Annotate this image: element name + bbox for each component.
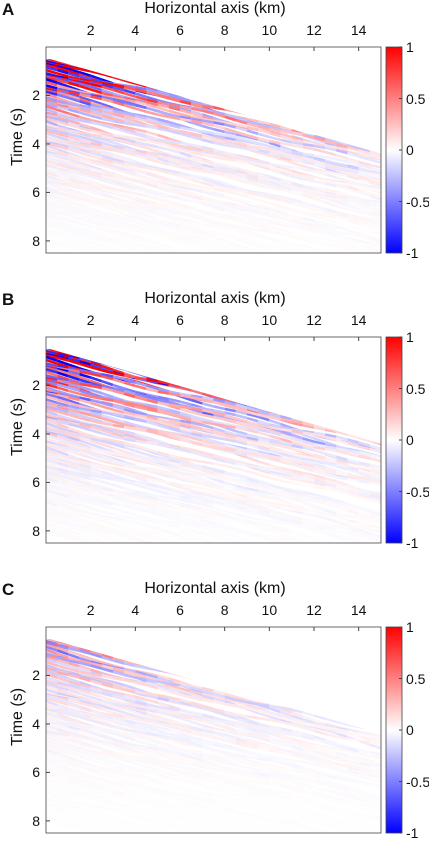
x-tick-label: 8: [221, 312, 229, 328]
x-tick-label: 14: [351, 22, 367, 38]
x-axis-label: Horizontal axis (km): [50, 580, 380, 598]
x-tick-label: 8: [221, 22, 229, 38]
seismic-wavefield: [46, 348, 381, 570]
seismic-plot-b: [0, 290, 429, 570]
colorbar-tick-label: -0.5: [406, 194, 429, 210]
x-tick-label: 12: [306, 312, 322, 328]
seismic-wavefield: [46, 58, 381, 280]
colorbar-tick-label: 0.5: [406, 381, 425, 397]
x-tick-label: 8: [221, 602, 229, 618]
x-tick-label: 2: [87, 22, 95, 38]
y-tick-label: 6: [24, 474, 40, 490]
colorbar-tick-label: 0: [406, 142, 414, 158]
colorbar-tick-label: -0.5: [406, 484, 429, 500]
colorbar-tick-label: -0.5: [406, 774, 429, 790]
panel-label: A: [2, 0, 14, 20]
y-tick-label: 2: [24, 87, 40, 103]
seismic-plot-a: [0, 0, 429, 280]
x-tick-label: 10: [262, 22, 278, 38]
colorbar-tick-label: 0: [406, 722, 414, 738]
y-tick-label: 4: [24, 136, 40, 152]
y-tick-label: 8: [24, 813, 40, 829]
x-tick-label: 4: [131, 312, 139, 328]
y-tick-label: 6: [24, 764, 40, 780]
seismic-wavefield: [46, 638, 381, 842]
colorbar-tick-label: -1: [406, 535, 418, 551]
y-tick-label: 2: [24, 667, 40, 683]
x-tick-label: 12: [306, 602, 322, 618]
x-tick-label: 14: [351, 312, 367, 328]
y-tick-label: 8: [24, 523, 40, 539]
x-tick-label: 6: [176, 312, 184, 328]
x-tick-label: 10: [262, 312, 278, 328]
colorbar-tick-label: 1: [406, 619, 414, 635]
colorbar-tick-label: 1: [406, 329, 414, 345]
x-tick-label: 2: [87, 602, 95, 618]
x-tick-label: 14: [351, 602, 367, 618]
x-tick-label: 4: [131, 602, 139, 618]
y-tick-label: 6: [24, 184, 40, 200]
y-tick-label: 2: [24, 377, 40, 393]
panel-label: C: [2, 580, 14, 600]
x-tick-label: 6: [176, 22, 184, 38]
y-tick-label: 4: [24, 426, 40, 442]
x-tick-label: 6: [176, 602, 184, 618]
colorbar-tick-label: 0.5: [406, 671, 425, 687]
colorbar-tick-label: 0: [406, 432, 414, 448]
x-axis-label: Horizontal axis (km): [50, 290, 380, 308]
colorbar-tick-label: -1: [406, 825, 418, 841]
panel-label: B: [2, 290, 14, 310]
colorbar-tick-label: 0.5: [406, 91, 425, 107]
y-tick-label: 8: [24, 233, 40, 249]
x-tick-label: 12: [306, 22, 322, 38]
colorbar-tick-label: 1: [406, 39, 414, 55]
x-tick-label: 2: [87, 312, 95, 328]
x-tick-label: 4: [131, 22, 139, 38]
seismic-plot-c: [0, 580, 429, 842]
x-axis-label: Horizontal axis (km): [50, 0, 380, 18]
x-tick-label: 10: [262, 602, 278, 618]
y-tick-label: 4: [24, 716, 40, 732]
colorbar-tick-label: -1: [406, 245, 418, 261]
